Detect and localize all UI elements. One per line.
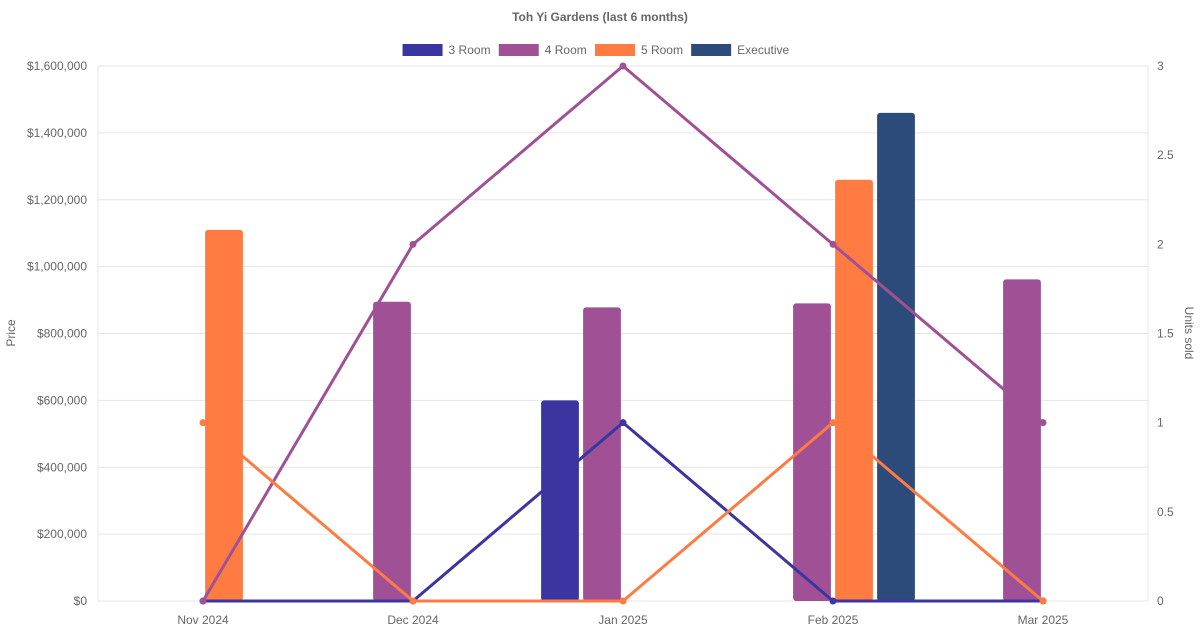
y-tick-label: $600,000 [37,393,87,407]
x-tick-label: Dec 2024 [387,613,439,627]
legend-swatch-4-room [498,44,539,56]
legend-label-5-room: 5 Room [641,43,683,57]
lines [199,62,1047,605]
point-5-room [409,597,417,605]
bar-executive [877,112,915,601]
point-5-room [619,597,627,605]
bar-4-room [583,307,621,601]
y2-tick-label: 1 [1157,416,1164,430]
y-axis-right: 0 0.5 1 1.5 2 2.5 3 [1157,59,1174,608]
bar-4-room [1003,279,1041,601]
x-tick-label: Jan 2025 [598,613,648,627]
point-4-room [1039,419,1047,427]
line-3-room [203,421,1043,603]
y2-tick-label: 2.5 [1157,148,1174,162]
y2-tick-label: 2 [1157,237,1164,251]
grid [97,65,1149,602]
point-3-room [619,419,627,427]
legend: 3 Room 4 Room 5 Room Executive [402,43,790,57]
y-tick-label: $400,000 [37,460,87,474]
point-4-room [409,240,417,248]
x-tick-label: Feb 2025 [808,613,859,627]
y-tick-label: $1,400,000 [27,126,87,140]
y-tick-label: $1,000,000 [27,260,87,274]
line-5-room [202,421,1044,603]
legend-swatch-executive [691,44,732,56]
bar-4-room [373,301,411,601]
y2-axis-title: Units sold [1182,307,1196,360]
x-tick-label: Mar 2025 [1018,613,1069,627]
x-axis: Nov 2024 Dec 2024 Jan 2025 Feb 2025 Mar 2025 [177,613,1068,627]
y-tick-label: $0 [74,594,88,608]
bars [205,112,1041,601]
chart-title: Toh Yi Gardens (last 6 months) [512,10,688,24]
x-tick-label: Nov 2024 [177,613,229,627]
y-tick-label: $200,000 [37,527,87,541]
legend-swatch-3-room [402,44,443,56]
bar-5-room [835,179,873,601]
bar-3-room [541,400,579,601]
point-5-room [829,419,837,427]
point-5-room [1039,597,1047,605]
point-5-room [199,419,207,427]
point-4-room [829,240,837,248]
legend-label-3-room: 3 Room [449,43,491,57]
y-tick-label: $1,600,000 [27,59,87,73]
bar-4-room [793,303,831,601]
y-tick-label: $800,000 [37,327,87,341]
point-4-room [199,597,207,605]
point-4-room [619,62,627,70]
y2-tick-label: 1.5 [1157,327,1174,341]
legend-label-4-room: 4 Room [545,43,587,57]
legend-label-executive: Executive [737,43,789,57]
bar-5-room [205,229,243,601]
y-tick-label: $1,200,000 [27,193,87,207]
y2-tick-label: 0.5 [1157,505,1174,519]
y2-tick-label: 0 [1157,594,1164,608]
legend-swatch-5-room [594,44,635,56]
y2-tick-label: 3 [1157,59,1164,73]
y-axis-left: $0 $200,000 $400,000 $600,000 $800,000 $1,000… [27,59,87,608]
point-3-room [829,597,837,605]
y-axis-title: Price [4,319,18,347]
